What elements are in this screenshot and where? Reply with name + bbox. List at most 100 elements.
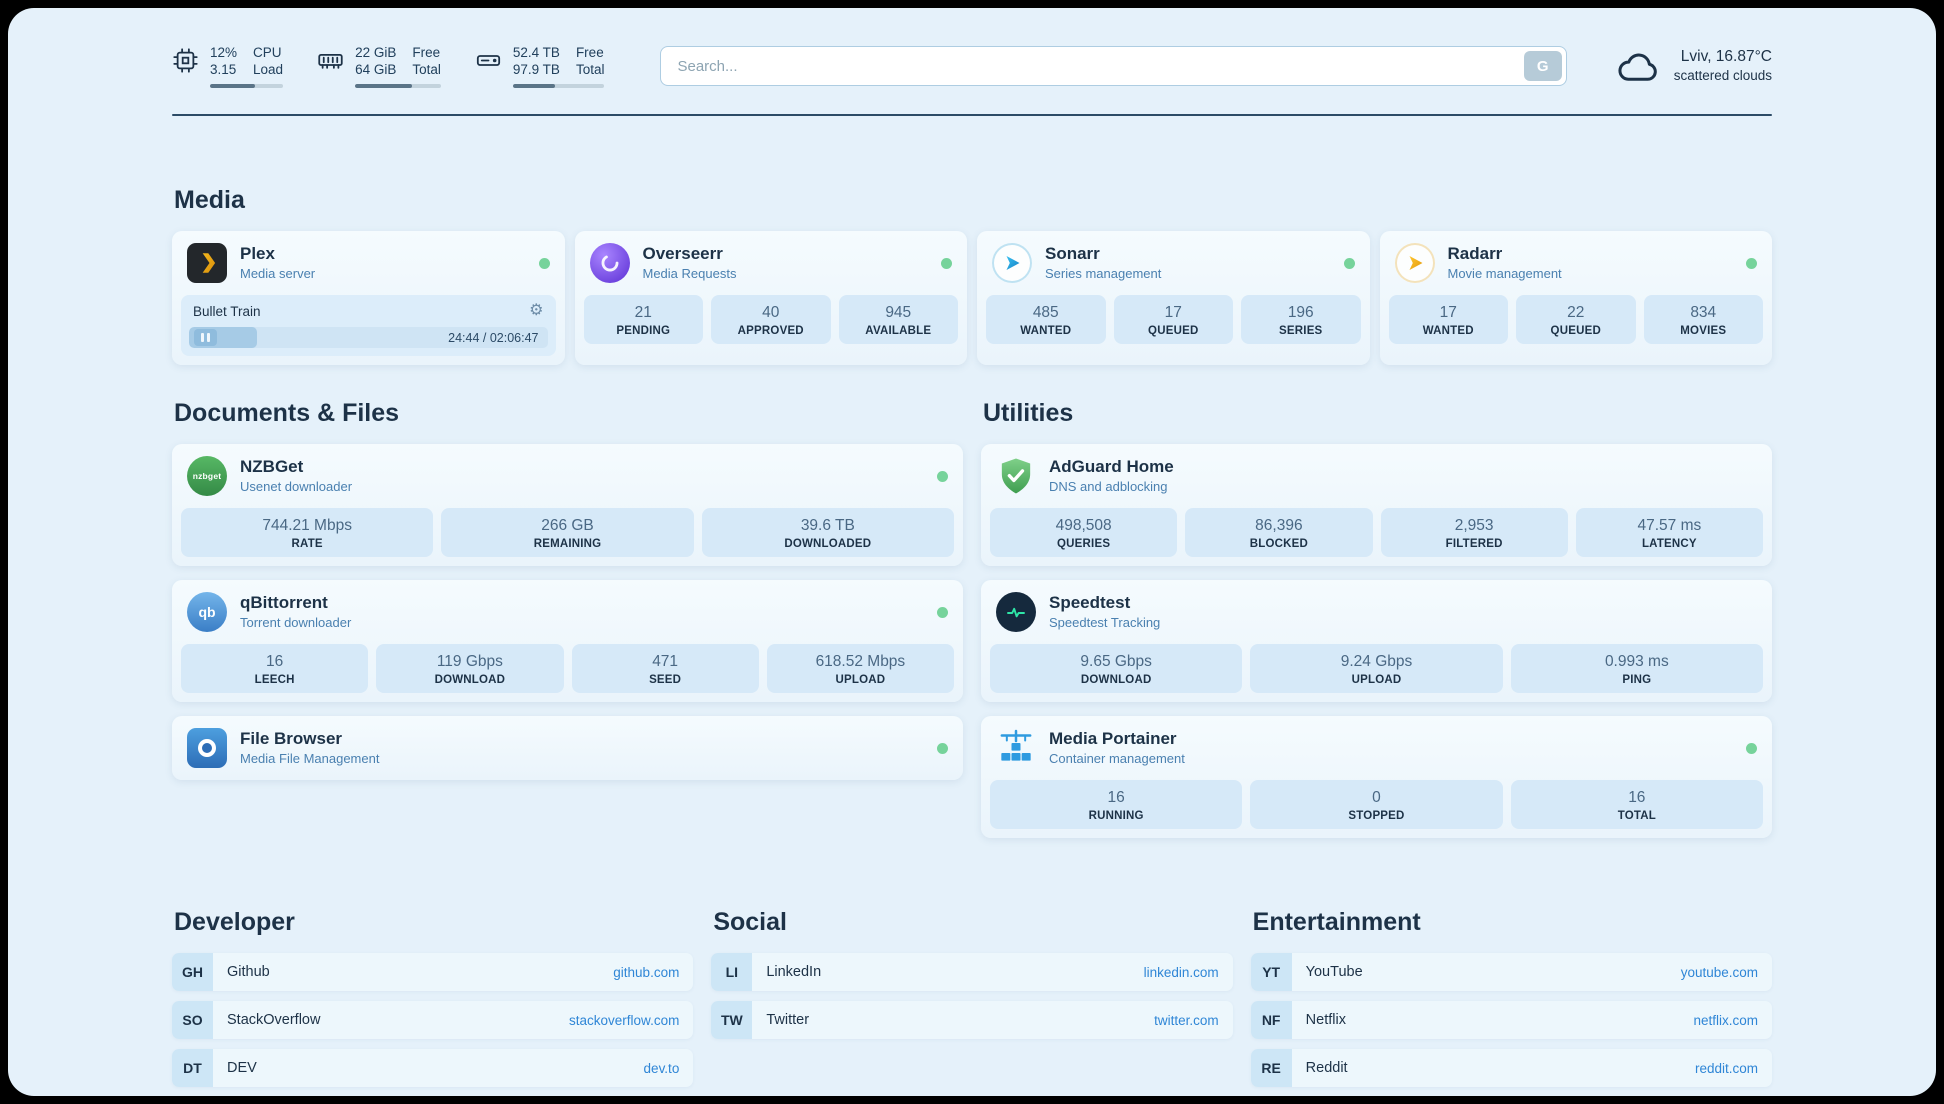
service-card-portainer[interactable]: Media Portainer Container management 16 … <box>981 716 1772 838</box>
stat-tile: 17 WANTED <box>1388 295 1508 344</box>
disk-widget: 52.4 TB Free 97.9 TB Total <box>475 44 605 88</box>
bookmark-url: dev.to <box>643 1060 680 1076</box>
portainer-icon <box>996 728 1036 768</box>
bookmark-name: DEV <box>227 1060 257 1076</box>
stat-tile: 471 SEED <box>571 644 759 693</box>
memory-progress-bar <box>355 84 441 88</box>
service-card-qbittorrent[interactable]: qb qBittorrent Torrent downloader 16 <box>172 580 963 702</box>
status-dot <box>1746 257 1757 269</box>
memory-icon <box>317 47 344 74</box>
gear-icon[interactable]: ⚙ <box>529 302 544 319</box>
disk-total-label: Total <box>575 62 605 77</box>
disk-total-value: 97.9 TB <box>512 62 560 77</box>
speedtest-icon <box>996 592 1036 632</box>
stat-tile: 0 STOPPED <box>1250 780 1503 829</box>
stat-tile: 21 PENDING <box>583 295 703 344</box>
pause-icon[interactable] <box>194 329 217 346</box>
weather-condition: scattered clouds <box>1673 68 1772 83</box>
section-title-documents: Documents & Files <box>174 399 400 427</box>
filebrowser-icon <box>187 728 227 768</box>
bookmark-dev[interactable]: DT DEV dev.to <box>172 1049 694 1087</box>
memory-free-label: Free <box>412 45 441 60</box>
service-card-radarr[interactable]: Radarr Movie management 17 WANTED 22 QUE… <box>1379 231 1772 365</box>
bookmark-url: netflix.com <box>1693 1012 1758 1028</box>
service-description: Torrent downloader <box>240 615 352 630</box>
bookmark-youtube[interactable]: YT YouTube youtube.com <box>1250 953 1772 991</box>
service-name: Plex <box>240 244 275 263</box>
service-card-filebrowser[interactable]: File Browser Media File Management <box>172 716 963 780</box>
stat-tile: 9.24 Gbps UPLOAD <box>1250 644 1503 693</box>
stat-tile: 39.6 TB DOWNLOADED <box>701 508 954 557</box>
top-bar: 12% CPU 3.15 Load <box>172 8 1772 88</box>
dashboard-page: 12% CPU 3.15 Load <box>8 8 1936 1096</box>
disk-progress-bar <box>512 84 605 88</box>
service-description: Usenet downloader <box>240 479 353 494</box>
service-card-overseerr[interactable]: Overseerr Media Requests 21 PENDING 40 A… <box>574 231 967 365</box>
service-name: qBittorrent <box>240 593 328 612</box>
search-input[interactable] <box>660 46 1567 86</box>
bookmark-github[interactable]: GH Github github.com <box>172 953 694 991</box>
bookmark-name: Twitter <box>766 1012 810 1028</box>
memory-widget: 22 GiB Free 64 GiB Total <box>317 44 441 88</box>
cpu-progress-bar <box>210 84 284 88</box>
service-card-speedtest[interactable]: Speedtest Speedtest Tracking 9.65 Gbps D… <box>981 580 1772 702</box>
bookmark-name: YouTube <box>1305 964 1363 980</box>
service-description: Media File Management <box>240 751 380 766</box>
service-description: Series management <box>1045 266 1162 281</box>
stat-tile: 2,953 FILTERED <box>1380 508 1568 557</box>
bookmark-name: Github <box>227 964 270 980</box>
stat-tile: 0.993 ms PING <box>1510 644 1763 693</box>
nzbget-icon: nzbget <box>187 456 227 496</box>
stat-tile: 40 APPROVED <box>711 295 831 344</box>
bookmark-stackoverflow[interactable]: SO StackOverflow stackoverflow.com <box>172 1001 694 1039</box>
overseerr-icon <box>589 243 630 283</box>
bookmark-url: youtube.com <box>1680 964 1758 980</box>
disk-free-value: 52.4 TB <box>512 45 560 60</box>
cloud-icon <box>1615 46 1661 86</box>
qbittorrent-icon: qb <box>187 592 227 632</box>
bookmark-group-entertainment: Entertainment YT YouTube youtube.com NF … <box>1250 908 1772 1096</box>
service-card-adguard[interactable]: AdGuard Home DNS and adblocking 498,508 … <box>981 444 1772 566</box>
bookmark-name: LinkedIn <box>766 964 822 980</box>
service-card-nzbget[interactable]: nzbget NZBGet Usenet downloader 744.21 M… <box>172 444 963 566</box>
stat-tile: 16 RUNNING <box>990 780 1243 829</box>
bookmark-reddit[interactable]: RE Reddit reddit.com <box>1250 1049 1772 1087</box>
service-card-plex[interactable]: Plex Media server Bullet Train ⚙ <box>172 231 565 365</box>
service-description: Movie management <box>1447 266 1562 281</box>
service-card-sonarr[interactable]: Sonarr Series management 485 WANTED 17 Q… <box>977 231 1370 365</box>
memory-total-label: Total <box>412 62 441 77</box>
search-engine-button[interactable]: G <box>1523 51 1562 81</box>
weather-widget: Lviv, 16.87°C scattered clouds <box>1615 46 1772 86</box>
stat-tile: 498,508 QUERIES <box>990 508 1178 557</box>
playback-progress-bar[interactable]: 24:44 / 02:06:47 <box>189 327 548 348</box>
playback-time: 24:44 / 02:06:47 <box>448 330 539 345</box>
bookmark-netflix[interactable]: NF Netflix netflix.com <box>1250 1001 1772 1039</box>
radarr-icon <box>1394 243 1435 283</box>
stat-tile: 9.65 Gbps DOWNLOAD <box>990 644 1243 693</box>
bookmark-url: github.com <box>613 964 680 980</box>
bookmark-abbr: GH <box>172 953 213 991</box>
bookmark-name: Reddit <box>1305 1060 1348 1076</box>
sonarr-icon <box>992 243 1032 283</box>
adguard-icon <box>996 456 1036 496</box>
bookmark-group-social: Social LI LinkedIn linkedin.com TW Twitt… <box>711 908 1233 1096</box>
bookmark-name: Netflix <box>1305 1012 1346 1028</box>
plex-now-playing: Bullet Train ⚙ 24:44 / 02:06:47 <box>181 295 556 356</box>
stat-tile: 47.57 ms LATENCY <box>1575 508 1763 557</box>
bookmark-group-developer: Developer GH Github github.com SO StackO… <box>172 908 694 1096</box>
status-dot <box>937 606 948 618</box>
disk-free-label: Free <box>575 45 604 60</box>
service-description: Media server <box>240 266 316 281</box>
bookmark-linkedin[interactable]: LI LinkedIn linkedin.com <box>711 953 1233 991</box>
section-title-media: Media <box>174 186 245 214</box>
bookmark-url: twitter.com <box>1154 1012 1219 1028</box>
bookmark-url: reddit.com <box>1694 1060 1758 1076</box>
stat-tile: 266 GB REMAINING <box>441 508 694 557</box>
cpu-widget: 12% CPU 3.15 Load <box>172 44 284 88</box>
status-dot <box>941 257 952 269</box>
stat-tile: 17 QUEUED <box>1113 295 1233 344</box>
service-description: Speedtest Tracking <box>1049 615 1161 630</box>
bookmark-twitter[interactable]: TW Twitter twitter.com <box>711 1001 1233 1039</box>
status-dot <box>937 742 948 754</box>
service-name: Media Portainer <box>1049 729 1177 748</box>
